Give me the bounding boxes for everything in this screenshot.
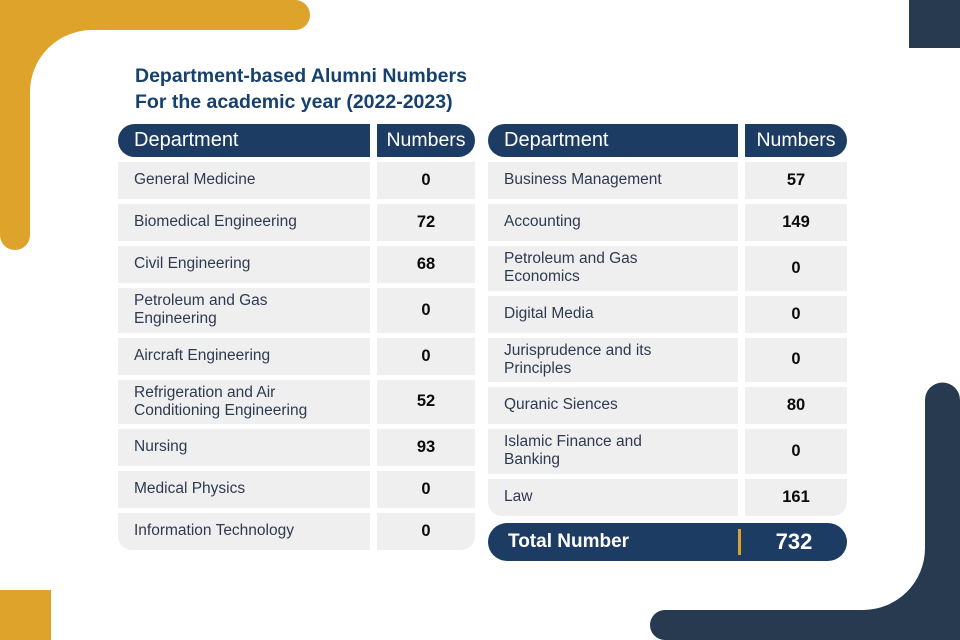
department-cell: Medical Physics: [118, 471, 370, 509]
alumni-table-right: Department Numbers Business Management 5…: [488, 124, 847, 561]
numbers-cell: 52: [377, 379, 475, 425]
page-title: Department-based Alumni Numbers For the …: [135, 63, 467, 116]
numbers-cell: 0: [745, 295, 847, 333]
department-cell: Jurisprudence and its Principles: [488, 337, 738, 383]
department-cell: Aircraft Engineering: [118, 337, 370, 375]
numbers-cell: 93: [377, 429, 475, 467]
table-header-row: Department Numbers: [118, 124, 475, 157]
navy-square-top-right: [909, 0, 960, 48]
numbers-header: Numbers: [377, 124, 475, 157]
department-header: Department: [488, 124, 738, 157]
department-cell: Petroleum and Gas Economics: [488, 246, 738, 291]
table-row: Law 161: [488, 478, 847, 516]
table-row: Petroleum and Gas Economics 0: [488, 246, 847, 291]
table-row: Aircraft Engineering 0: [118, 337, 475, 375]
numbers-header: Numbers: [745, 124, 847, 157]
department-cell: Business Management: [488, 162, 738, 199]
total-value: 732: [775, 528, 813, 554]
department-cell: Civil Engineering: [118, 246, 370, 283]
numbers-cell: 0: [745, 246, 847, 291]
numbers-cell: 0: [745, 429, 847, 474]
numbers-cell: 68: [377, 246, 475, 283]
numbers-cell: 149: [745, 204, 847, 241]
total-label: Total Number: [508, 530, 630, 552]
department-cell: Accounting: [488, 204, 738, 241]
table-row: Biomedical Engineering 72: [118, 204, 475, 241]
numbers-cell: 0: [377, 288, 475, 333]
alumni-table-left: Department Numbers General Medicine 0 Bi…: [118, 124, 475, 555]
table-row: Information Technology 0: [118, 513, 475, 551]
table-row: Medical Physics 0: [118, 471, 475, 509]
department-cell: Biomedical Engineering: [118, 204, 370, 241]
department-header: Department: [118, 124, 370, 157]
gold-corner-frame-top-left: [0, 0, 310, 250]
numbers-cell: 0: [377, 337, 475, 375]
navy-corner-frame-bottom-right: [650, 382, 960, 640]
numbers-cell: 0: [745, 337, 847, 383]
department-cell: Nursing: [118, 429, 370, 467]
gold-square-bottom-left: [0, 590, 51, 640]
table-row: Civil Engineering 68: [118, 246, 475, 283]
page-title-line2: For the academic year (2022-2023): [135, 91, 453, 114]
department-cell: Refrigeration and Air Conditioning Engin…: [118, 379, 370, 425]
table-row: General Medicine 0: [118, 162, 475, 199]
numbers-cell: 161: [745, 478, 847, 516]
numbers-cell: 0: [377, 471, 475, 509]
table-row: Quranic Siences 80: [488, 387, 847, 425]
department-cell: Islamic Finance and Banking: [488, 429, 738, 474]
numbers-cell: 0: [377, 162, 475, 199]
table-row: Nursing 93: [118, 429, 475, 467]
table-row: Petroleum and Gas Engineering 0: [118, 288, 475, 333]
page-title-line1: Department-based Alumni Numbers: [135, 65, 467, 87]
table-row: Accounting 149: [488, 204, 847, 241]
numbers-cell: 80: [745, 387, 847, 425]
table-row: Business Management 57: [488, 162, 847, 199]
department-cell: Quranic Siences: [488, 387, 738, 425]
department-cell: Digital Media: [488, 295, 738, 333]
department-cell: General Medicine: [118, 162, 370, 199]
numbers-cell: 57: [745, 162, 847, 199]
table-row: Digital Media 0: [488, 295, 847, 333]
department-cell: Petroleum and Gas Engineering: [118, 288, 370, 333]
numbers-cell: 72: [377, 204, 475, 241]
department-cell: Law: [488, 478, 738, 516]
table-row: Jurisprudence and its Principles 0: [488, 337, 847, 383]
table-header-row: Department Numbers: [488, 124, 847, 157]
total-divider: [738, 528, 741, 555]
numbers-cell: 0: [377, 513, 475, 551]
table-row: Islamic Finance and Banking 0: [488, 429, 847, 474]
department-cell: Information Technology: [118, 513, 370, 551]
total-row: Total Number 732: [488, 522, 847, 561]
table-row: Refrigeration and Air Conditioning Engin…: [118, 379, 475, 425]
